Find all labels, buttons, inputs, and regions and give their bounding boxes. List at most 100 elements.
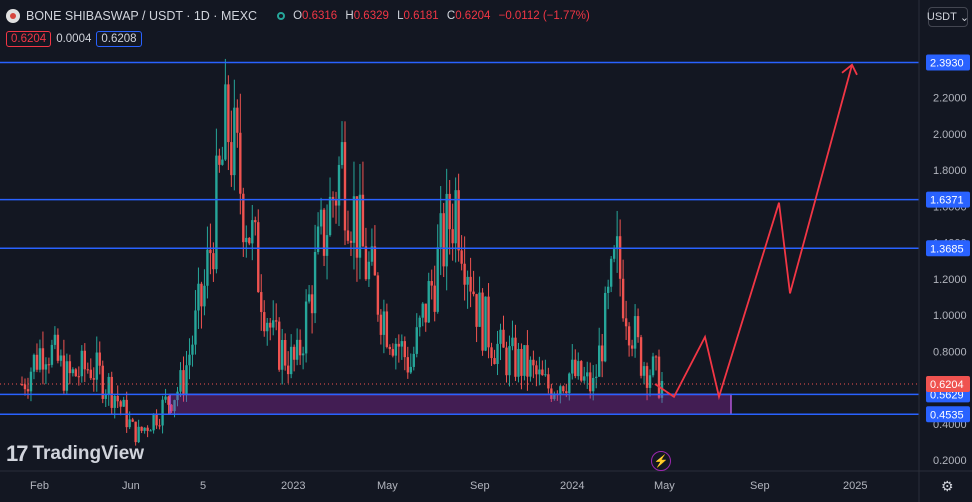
candle-body [397,343,401,347]
candle-body [460,250,463,264]
candle-body [203,285,206,307]
candle-body [478,292,481,327]
candle-body [295,339,299,360]
level-label-box [926,191,970,208]
candle-body [553,393,556,400]
candle-body [583,376,586,381]
sell-price-button[interactable]: 0.6204 [6,31,52,47]
candle-body [639,337,643,376]
candle-body [592,377,595,392]
candle-body [373,246,377,276]
candle-body [155,414,158,426]
level-label-box [926,54,970,71]
candle-body [29,371,33,392]
change-value: −0.0112 (−1.77%) [498,10,590,22]
buy-price-button[interactable]: 0.6208 [96,31,142,47]
candle-body [239,132,242,194]
candle-body [568,373,571,393]
x-tick-label: 5 [200,480,206,492]
candle-body [340,142,344,165]
candle-body [538,369,541,375]
candle-body [224,84,227,160]
projection-line [654,64,853,401]
candle-body [307,294,311,302]
candle-body [574,359,577,377]
current-price-box [926,375,970,392]
candle-body [442,213,445,267]
candle-body [53,334,57,345]
candle-body [50,344,54,365]
candle-body [433,285,436,312]
candle-body [361,194,365,247]
candle-body [597,345,601,377]
candle-body [227,84,230,143]
candle-body [170,404,173,412]
candle-body [457,190,460,251]
candle-body [505,347,508,376]
candle-body [484,296,487,351]
candle-body [565,391,568,393]
candle-body [627,326,631,346]
candle-body [200,283,203,307]
level-lines: 2.3930 1.6371 1.3685 0.5629 0.4535 0.6204 [0,54,970,423]
candle-body [472,291,475,295]
x-tick-label: 2023 [281,480,305,492]
candle-body [385,311,389,347]
candle-body [370,246,374,262]
candle-body [185,365,188,394]
level-label-box [926,406,970,423]
candle-body [636,316,640,338]
candle-body [648,375,652,388]
candle-body [364,246,368,280]
candle-body [298,339,302,356]
candle-body [517,348,520,377]
ohlc-values: O0.6316 H0.6329 L0.6181 C0.6204 −0.0112 … [293,10,590,22]
candle-body [260,292,263,313]
candle-body [152,414,155,431]
x-tick-label: May [377,480,398,492]
candle-body [334,200,338,206]
trade-buttons: 0.6204 0.0004 0.6208 [6,31,142,47]
candle-body [233,107,236,176]
tradingview-wordmark: TradingView [32,443,145,464]
candle-body [445,193,448,267]
candle-body [68,361,72,374]
candle-body [35,354,39,370]
candle-body [221,159,224,165]
candle-body [32,354,36,372]
level-label: 0.5629 [930,389,964,401]
candle-body [188,354,191,366]
candle-body [128,419,131,428]
market-status-icon[interactable] [277,12,286,20]
candle-body [245,237,248,243]
candle-body [116,395,119,402]
candle-body [149,430,152,432]
currency-selector[interactable]: USDT ⌄ [927,7,969,27]
candle-body [358,194,362,258]
candle-body [122,399,125,407]
settings-gear-icon[interactable]: ⚙ [941,478,954,494]
y-tick-label: 2.2000 [933,92,967,104]
candle-body [289,346,293,375]
candle-body [388,346,392,350]
x-tick-label: Sep [470,480,490,492]
tradingview-logo[interactable]: 17 TradingView [6,441,144,467]
candle-body [80,350,84,377]
candle-body [508,346,511,376]
candle-body [624,318,628,327]
x-axis: Feb Jun 5 2023 May Sep 2024 May Sep 2025 [30,480,867,492]
candle-body [304,301,308,354]
candle-body [343,142,347,231]
candle-body [469,276,472,292]
candle-body [215,155,218,270]
candle-body [218,155,221,165]
candle-body [44,364,48,370]
candle-body [439,213,442,248]
symbol-title[interactable]: BONE SHIBASWAP / USDT · 1D · MEXC [26,9,258,23]
candle-body [535,365,538,375]
candle-body [600,345,604,362]
lightning-icon[interactable]: ⚡ [651,451,671,471]
candle-body [571,359,574,374]
candle-body [448,193,451,230]
